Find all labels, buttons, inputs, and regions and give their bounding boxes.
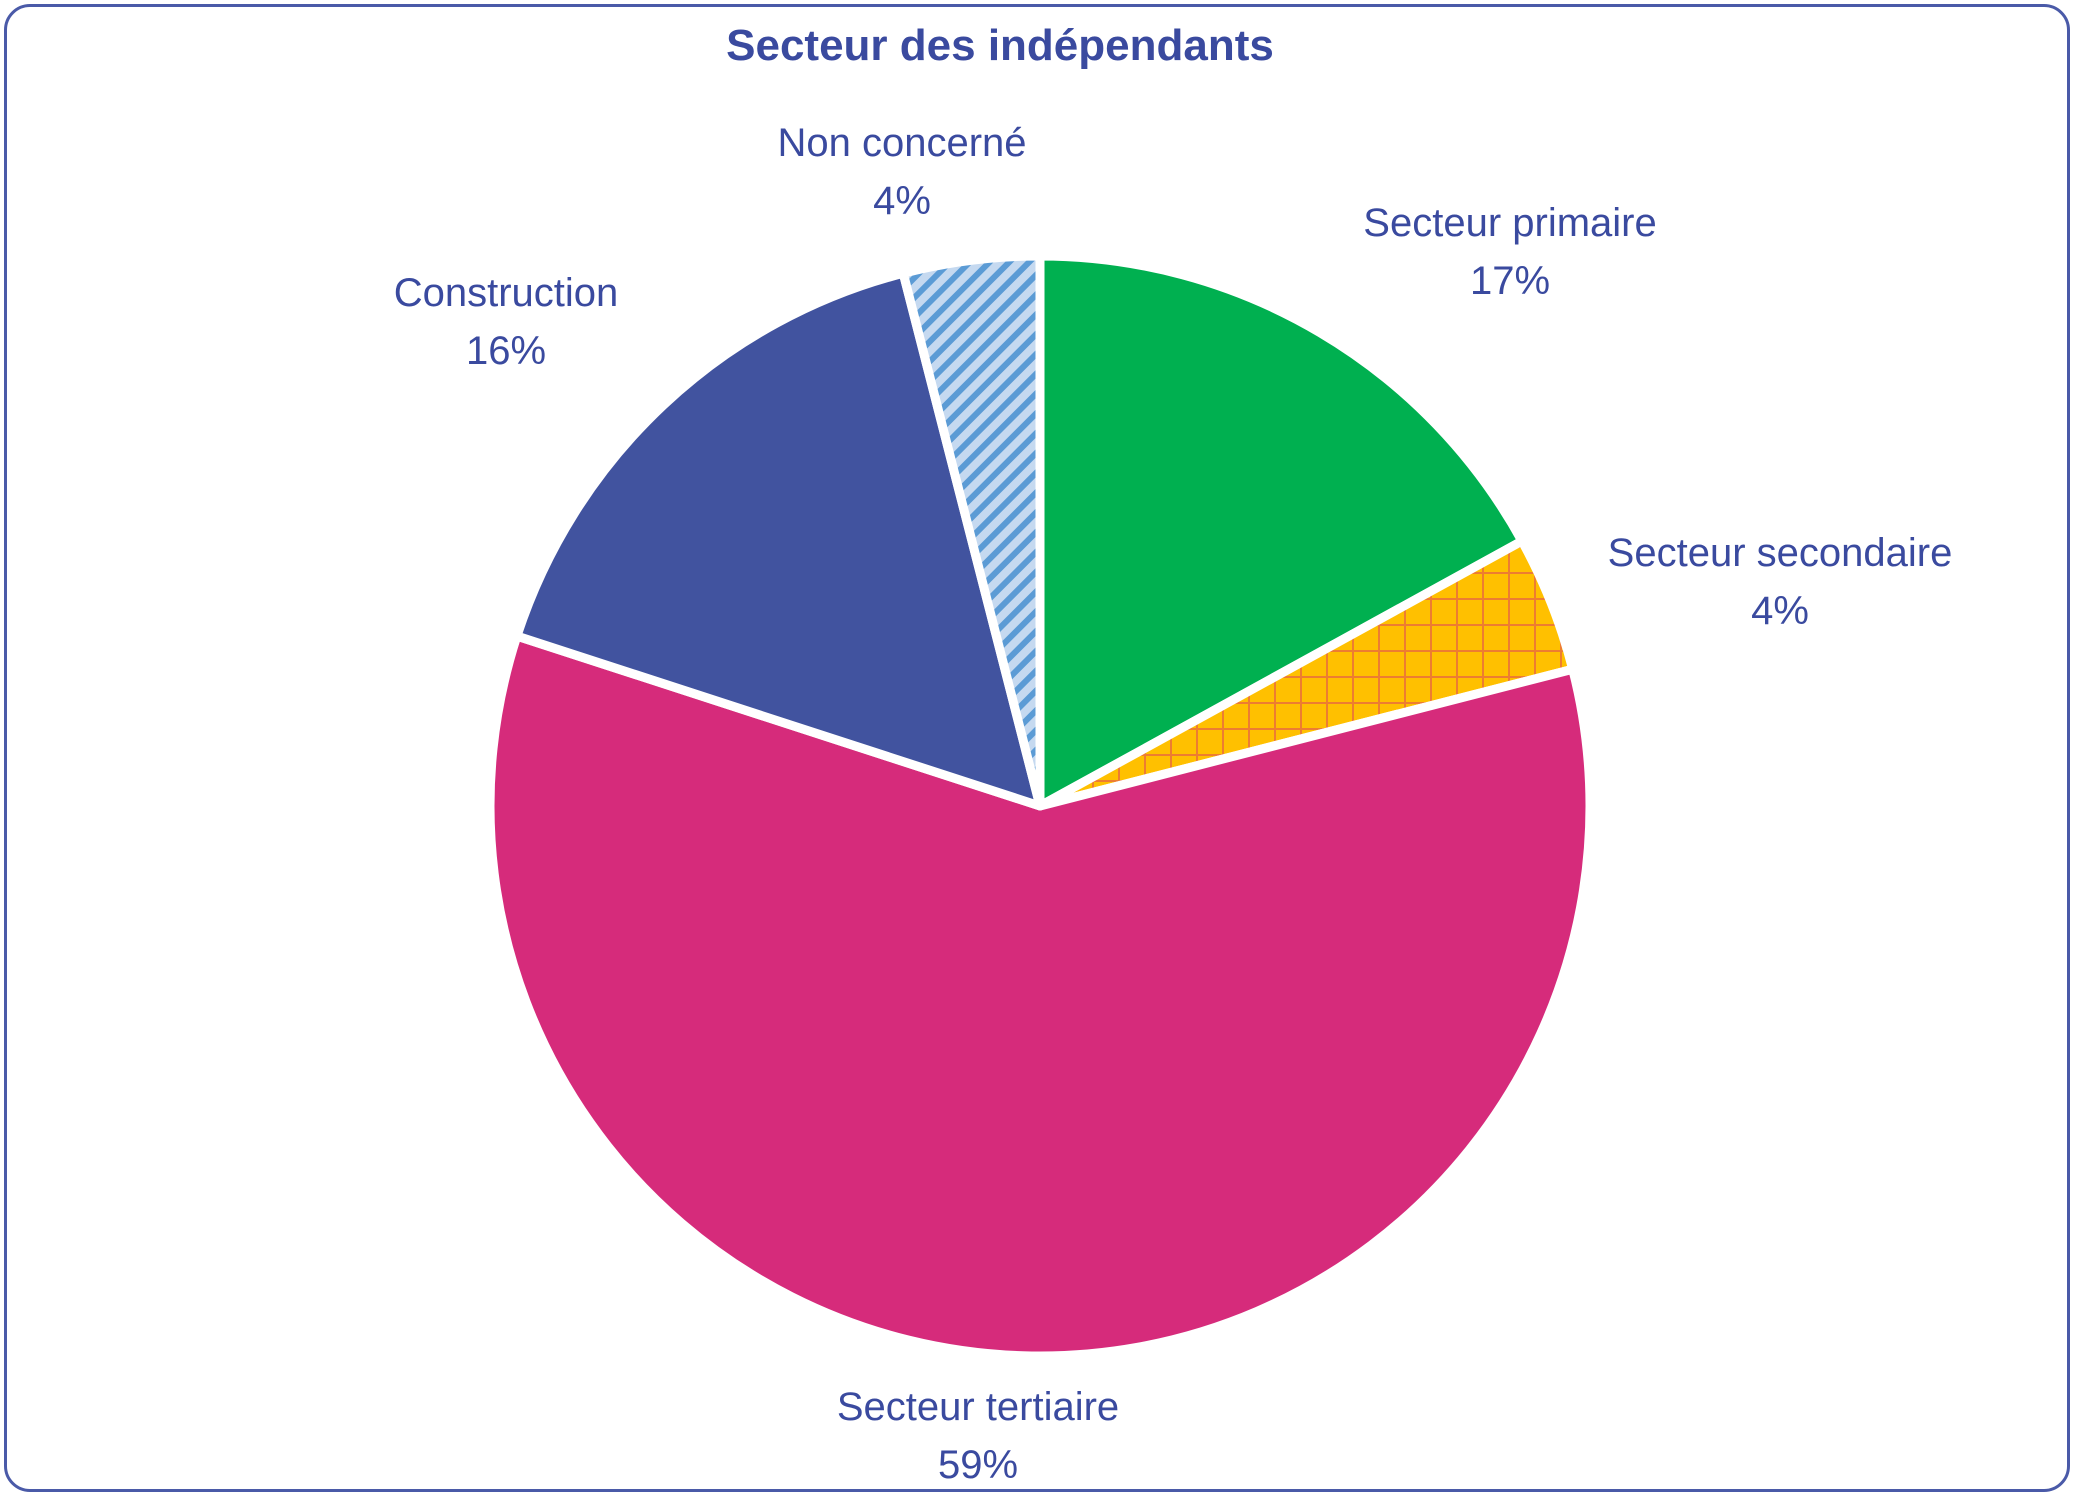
slice-label-name: Non concerné [777,121,1026,165]
slice-label-value: 17% [1470,259,1550,303]
slice-label-value: 16% [466,329,546,373]
slice-label-value: 4% [1751,589,1809,633]
pie-slice-secteur-tertiaire [485,631,1595,1361]
slice-label-name: Secteur primaire [1363,201,1656,245]
chart-title: Secteur des indépendants [726,21,1274,70]
slice-label-name: Construction [394,271,619,315]
pie-slices [485,251,1595,1361]
pie-labels: Secteur primaire 17% Secteur secondaire 4% S… [394,121,1953,1487]
pie-slice-non-concern- [898,251,1045,811]
slice-label-value: 59% [938,1443,1018,1487]
pie-slice-secteur-primaire [1035,251,1527,811]
pie-slice-construction [512,268,1045,811]
slice-label-name: Secteur secondaire [1608,531,1953,575]
slice-label-name: Secteur tertiaire [837,1385,1119,1429]
slice-label-value: 4% [873,179,931,223]
